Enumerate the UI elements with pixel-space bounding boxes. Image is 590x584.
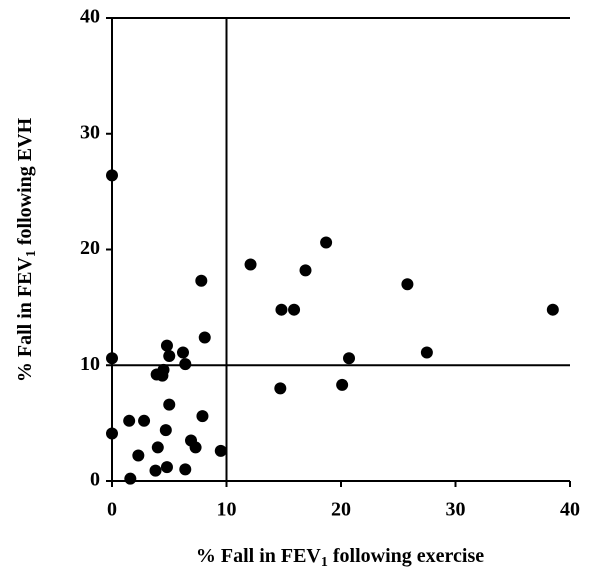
point: [138, 414, 151, 427]
y-axis-label: % Fall in FEV1 following EVH: [14, 117, 40, 382]
point: [244, 258, 257, 271]
point: [157, 363, 170, 376]
y-tick-label: 10: [80, 353, 100, 375]
point: [195, 274, 208, 287]
point: [124, 472, 137, 485]
point: [336, 378, 349, 391]
point: [320, 236, 333, 249]
point: [149, 464, 162, 477]
point: [275, 303, 288, 316]
y-tick-label: 0: [90, 469, 100, 491]
point: [179, 358, 192, 371]
x-axis-label: % Fall in FEV1 following exercise: [196, 545, 484, 571]
point: [159, 424, 172, 437]
point: [106, 169, 118, 182]
point: [106, 352, 118, 365]
point: [343, 352, 356, 365]
point: [420, 346, 433, 359]
point: [189, 441, 202, 454]
y-tick-label: 20: [80, 237, 100, 259]
y-tick-label: 40: [80, 6, 100, 28]
point: [106, 427, 118, 440]
point: [163, 349, 176, 362]
point: [176, 346, 189, 359]
point: [401, 278, 414, 291]
x-tick-label: 0: [107, 499, 117, 521]
point: [214, 444, 227, 457]
point: [163, 398, 176, 411]
x-tick-label: 20: [331, 499, 351, 521]
point: [123, 414, 136, 427]
point: [546, 303, 559, 316]
point: [179, 463, 192, 476]
point: [196, 410, 209, 423]
point: [288, 303, 301, 316]
x-tick-label: 40: [560, 499, 580, 521]
point: [160, 339, 173, 352]
y-tick-label: 30: [80, 121, 100, 143]
x-tick-label: 30: [446, 499, 466, 521]
point: [274, 382, 287, 395]
point: [299, 264, 312, 277]
point: [198, 331, 211, 344]
point: [132, 449, 145, 462]
x-tick-label: 10: [217, 499, 237, 521]
point: [151, 441, 164, 454]
point: [160, 461, 173, 474]
